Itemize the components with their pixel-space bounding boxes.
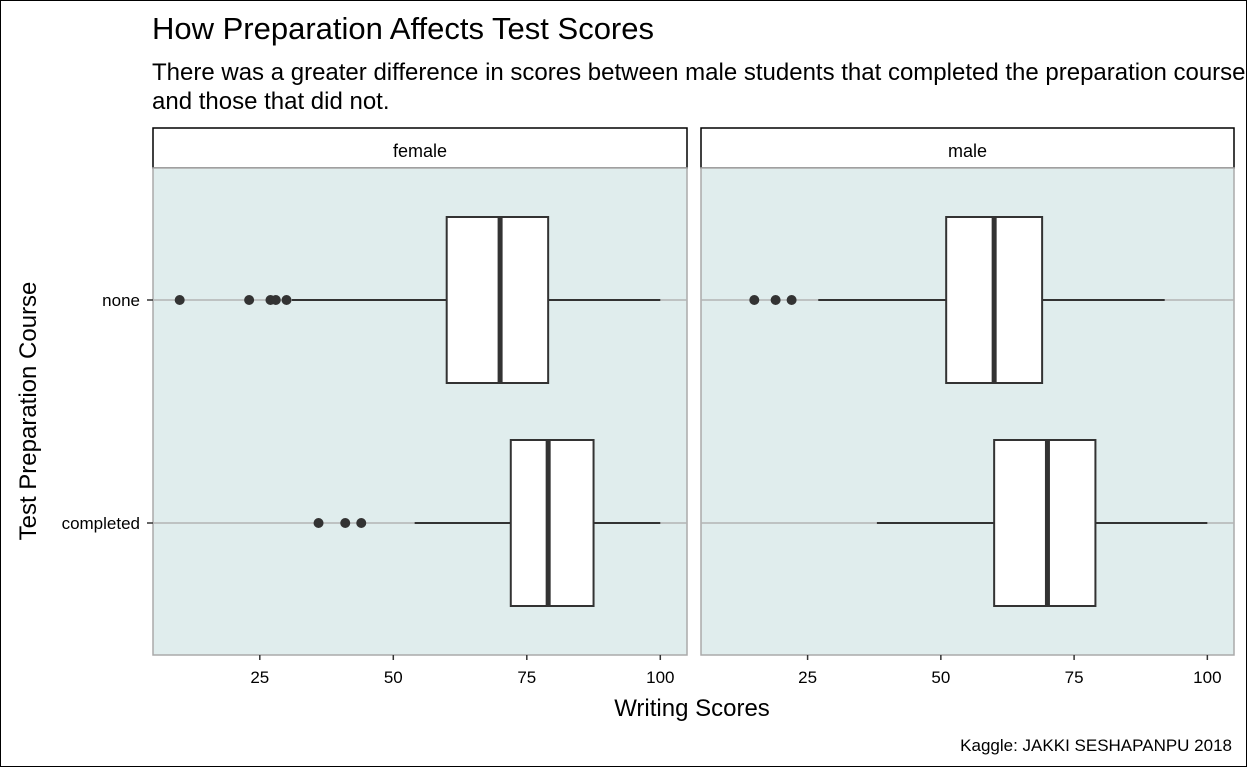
- outlier-point: [244, 295, 255, 305]
- outlier-point: [770, 295, 781, 305]
- panel-background: [152, 167, 688, 656]
- box-iqr: [509, 439, 595, 607]
- box-male-none: [749, 216, 1165, 384]
- x-tick-label: 75: [1065, 668, 1084, 687]
- x-tick-label: 100: [1193, 668, 1221, 687]
- chart-caption: Kaggle: JAKKI SESHAPANPU 2018: [960, 736, 1232, 755]
- chart-subtitle-line-1: There was a greater difference in scores…: [152, 59, 1246, 86]
- x-tick-label: 25: [798, 668, 817, 687]
- x-tick-label: 25: [250, 668, 269, 687]
- y-tick-label-none: none: [102, 291, 140, 310]
- x-tick-label: 75: [517, 668, 536, 687]
- facet-panel-female: female 25 50 75 100: [152, 127, 688, 687]
- outlier-point: [281, 295, 292, 305]
- box-female-completed: [313, 439, 661, 607]
- outlier-point: [786, 295, 797, 305]
- outlier-point: [356, 518, 367, 528]
- box-iqr: [445, 216, 550, 384]
- x-tick-label: 50: [384, 668, 403, 687]
- x-tick-label: 50: [931, 668, 950, 687]
- chart-title: How Preparation Affects Test Scores: [152, 11, 654, 46]
- facet-strip-label: female: [393, 141, 447, 161]
- y-axis-title: Test Preparation Course: [15, 282, 42, 541]
- outlier-point: [270, 295, 281, 305]
- outlier-point: [174, 295, 185, 305]
- facet-strip-female: [152, 127, 688, 169]
- facets-layer: female 25 50 75 100 male 25 50 75 100 none complete…: [62, 127, 1235, 687]
- facet-panel-male: male 25 50 75 100: [700, 127, 1235, 687]
- outlier-point: [313, 518, 324, 528]
- outlier-point: [340, 518, 351, 528]
- facet-strip-label: male: [948, 141, 987, 161]
- box-male-completed: [876, 439, 1208, 607]
- y-tick-label-completed: completed: [62, 514, 140, 533]
- box-iqr: [993, 439, 1097, 607]
- outlier-point: [749, 295, 760, 305]
- box-female-none: [174, 216, 661, 384]
- chart-subtitle-line-2: and those that did not.: [152, 88, 390, 115]
- x-tick-label: 100: [646, 668, 674, 687]
- x-axis-title: Writing Scores: [614, 695, 770, 722]
